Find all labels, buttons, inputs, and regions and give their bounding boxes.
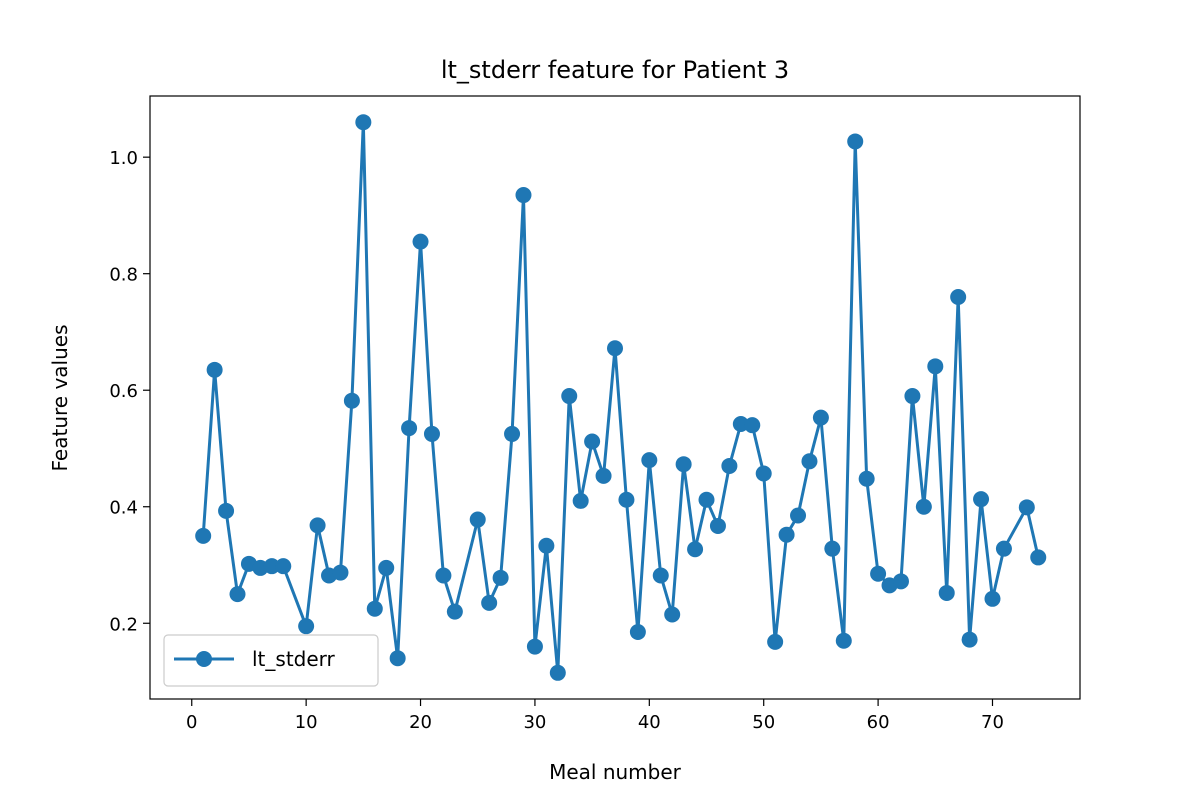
data-point (549, 664, 566, 681)
y-tick-label: 0.2 (109, 614, 138, 635)
data-point (263, 558, 280, 575)
data-point (664, 606, 681, 623)
data-point (984, 590, 1001, 607)
data-point (652, 567, 669, 584)
legend-box (163, 634, 379, 687)
data-point (229, 586, 246, 603)
data-point (423, 425, 440, 442)
data-point (218, 502, 235, 519)
data-point (343, 392, 360, 409)
y-tick-label: 0.8 (109, 265, 138, 286)
data-point (938, 584, 955, 601)
data-point (904, 388, 921, 405)
data-point (790, 507, 807, 524)
plot-frame (149, 95, 1081, 700)
data-point (801, 453, 818, 470)
data-point (481, 594, 498, 611)
data-point (195, 527, 212, 544)
y-axis-ticks: 0.2 0.4 0.6 0.8 1.0 (109, 148, 150, 635)
data-point (709, 517, 726, 534)
data-point (538, 537, 555, 554)
data-point (389, 650, 406, 667)
x-tick-label: 60 (867, 712, 890, 733)
chart-title: lt_stderr feature for Patient 3 (441, 56, 789, 84)
data-point (446, 603, 463, 620)
legend-marker (196, 651, 212, 667)
data-point (309, 517, 326, 534)
data-point (584, 433, 601, 450)
data-point (412, 233, 429, 250)
data-point (206, 361, 223, 378)
x-tick-label: 0 (186, 712, 197, 733)
data-point (607, 340, 623, 357)
data-point (915, 498, 932, 515)
legend: lt_stderr (163, 634, 379, 687)
data-point (469, 511, 486, 528)
data-point (721, 457, 738, 474)
data-point (778, 526, 795, 543)
data-point (595, 467, 612, 484)
y-axis-label: Feature values (48, 325, 72, 472)
data-point (973, 491, 990, 508)
data-point (401, 420, 418, 437)
data-point (1030, 549, 1047, 566)
x-tick-label: 50 (752, 712, 775, 733)
data-point (687, 541, 704, 558)
data-point (767, 633, 784, 650)
data-point (961, 631, 978, 648)
legend-label: lt_stderr (252, 647, 336, 671)
x-tick-label: 10 (295, 712, 318, 733)
data-point (824, 540, 841, 557)
data-point (698, 491, 715, 508)
x-tick-label: 20 (409, 712, 432, 733)
data-point (526, 638, 543, 655)
data-point (629, 624, 646, 640)
data-point (927, 358, 944, 375)
data-point (755, 465, 772, 482)
data-point (492, 569, 509, 586)
x-axis-ticks: 0 10 20 30 40 50 60 70 (186, 699, 1004, 733)
x-tick-label: 40 (638, 712, 661, 733)
data-point (618, 491, 635, 508)
data-point (641, 452, 658, 469)
data-point (892, 573, 909, 590)
x-tick-label: 30 (523, 712, 546, 733)
data-point (366, 600, 383, 617)
data-point (835, 632, 852, 649)
y-tick-label: 1.0 (109, 148, 138, 169)
data-point (298, 618, 315, 635)
x-tick-label: 70 (981, 712, 1004, 733)
data-point (1018, 499, 1035, 516)
data-point (355, 114, 372, 131)
y-tick-label: 0.4 (109, 498, 138, 519)
data-point (515, 187, 532, 204)
data-point (870, 565, 887, 582)
data-point (995, 540, 1012, 557)
data-point (858, 470, 875, 487)
data-point (744, 417, 761, 434)
data-point (435, 567, 452, 584)
data-point (812, 409, 829, 426)
y-tick-label: 0.6 (109, 381, 138, 402)
x-axis-label: Meal number (549, 760, 682, 784)
data-point (950, 289, 967, 305)
series-layer (195, 114, 1047, 681)
data-point (572, 492, 589, 509)
data-point (675, 456, 692, 473)
data-point (332, 564, 349, 581)
data-point (378, 559, 395, 576)
data-point (275, 558, 292, 575)
data-point (561, 388, 578, 405)
data-point (847, 133, 864, 150)
data-point (504, 425, 521, 442)
